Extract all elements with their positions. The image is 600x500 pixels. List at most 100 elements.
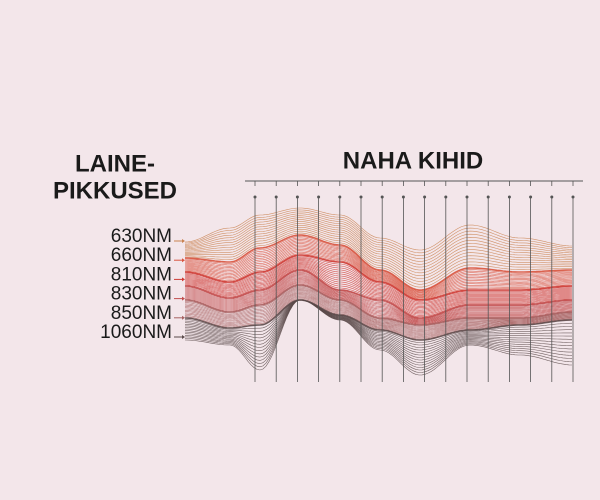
wave-line [184, 249, 573, 298]
wave-line [184, 276, 573, 322]
layer-dot [465, 195, 469, 199]
wave-line [184, 215, 573, 262]
wave-line [185, 223, 572, 274]
arrow-head [182, 239, 185, 243]
wave-line [184, 264, 573, 312]
wave-line [184, 299, 572, 358]
wave-line [184, 270, 572, 319]
wave-line [184, 296, 573, 338]
wave-line [184, 260, 573, 307]
layer-lines [253, 181, 575, 382]
wave-line [184, 261, 573, 308]
wave-line [184, 279, 573, 323]
wave-line [184, 271, 573, 320]
layer-dot [550, 195, 554, 199]
wave-line [184, 240, 572, 294]
wave-line [184, 299, 573, 368]
layer-dot [401, 195, 405, 199]
layer-dot [338, 195, 342, 199]
wave-line [184, 256, 573, 303]
wave-line [184, 251, 573, 299]
arrow-head [182, 315, 185, 320]
wave-line [184, 277, 573, 322]
layer-dot [423, 195, 427, 199]
wavelength-label: 830NM [111, 284, 172, 305]
wave-line [184, 282, 573, 325]
wave-line [184, 294, 573, 335]
wave-line [184, 299, 573, 348]
left-title-line: PIKKUSED [53, 177, 177, 204]
layer-dot [295, 195, 299, 199]
wave-line [184, 297, 572, 339]
wave-line [184, 247, 572, 297]
wavelength-label: 850NM [111, 303, 172, 324]
wave-line [185, 299, 573, 371]
wave-line [184, 288, 573, 330]
layer-dot [529, 195, 533, 199]
wave-line [184, 269, 573, 319]
wave-line [184, 258, 573, 306]
wave-line [184, 213, 572, 259]
wave-line [184, 237, 572, 292]
arrow-head [182, 277, 185, 282]
wave-line [184, 278, 572, 323]
wave-line [184, 266, 573, 315]
arrow-head [182, 296, 185, 301]
layer-dot [380, 195, 384, 199]
wave-line [184, 275, 573, 321]
wave-line [184, 254, 573, 301]
wave-line [185, 225, 572, 277]
wave-line [184, 287, 573, 329]
wave-line [184, 262, 573, 310]
wave-line [185, 299, 572, 353]
wave-line [184, 265, 573, 314]
right-title: NAHA KIHID [343, 147, 483, 174]
wave-line [184, 299, 573, 373]
wave-line [184, 272, 572, 320]
wave-line [184, 217, 573, 265]
wave-bands [184, 207, 573, 376]
layer-dot [359, 195, 363, 199]
wave-line [184, 281, 573, 324]
wave-line [184, 250, 572, 299]
wave-line [184, 293, 572, 334]
wave-line [184, 211, 573, 257]
wave-line [184, 219, 573, 268]
arrow-head [182, 258, 185, 263]
wave-line [184, 291, 573, 332]
wave-line [184, 257, 573, 305]
wave-line [184, 299, 572, 363]
wave-line [185, 234, 572, 291]
wave-line [185, 232, 572, 288]
wavelength-label: 810NM [111, 264, 172, 285]
wave-line [185, 227, 572, 279]
wavelength-label: 630NM [111, 226, 172, 247]
wave-line [184, 283, 573, 325]
wave-line [185, 230, 572, 285]
wave-line [184, 207, 573, 251]
wavelength-label: 660NM [111, 245, 172, 266]
wave-line [184, 244, 572, 296]
wave-line [184, 299, 573, 343]
wave-line [184, 299, 573, 341]
wave-line [184, 290, 572, 331]
arrow-head [182, 335, 185, 339]
layer-dot [253, 195, 257, 199]
wave-line [184, 280, 573, 324]
left-title-line: LAINE- [75, 150, 155, 177]
wave-line [184, 263, 573, 311]
wave-line [184, 299, 573, 376]
wave-line [184, 299, 572, 356]
wave-line [184, 299, 572, 351]
wave-line [184, 268, 573, 317]
wave-line [184, 246, 573, 296]
wave-line [184, 295, 573, 336]
layer-dot [317, 195, 321, 199]
wave-line [184, 221, 572, 271]
wave-line [184, 255, 573, 302]
layer-dot [507, 195, 511, 199]
wave-line [185, 299, 572, 361]
